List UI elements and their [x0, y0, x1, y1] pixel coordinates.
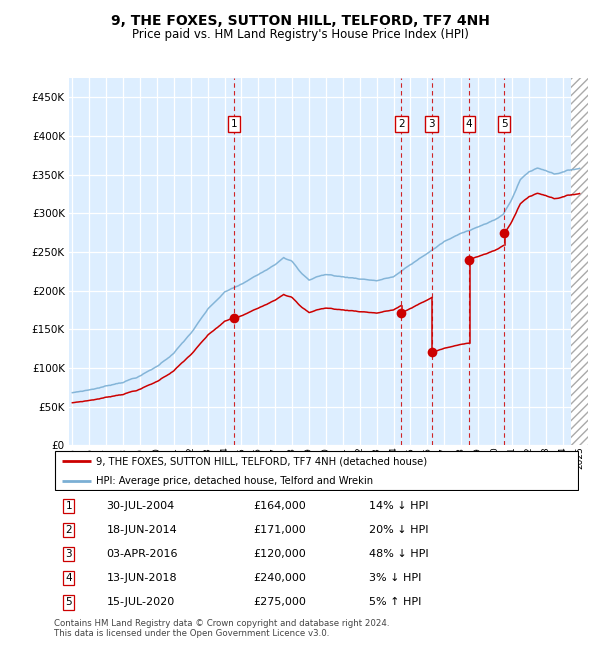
Text: 4: 4: [466, 120, 472, 129]
Text: £240,000: £240,000: [254, 573, 307, 583]
Text: 4: 4: [65, 573, 72, 583]
Text: £171,000: £171,000: [254, 525, 306, 535]
Text: This data is licensed under the Open Government Licence v3.0.: This data is licensed under the Open Gov…: [54, 629, 329, 638]
Polygon shape: [571, 78, 588, 445]
Text: £275,000: £275,000: [254, 597, 307, 607]
Text: 48% ↓ HPI: 48% ↓ HPI: [369, 549, 428, 559]
Text: 5: 5: [501, 120, 508, 129]
Text: 1: 1: [65, 501, 72, 511]
Text: 15-JUL-2020: 15-JUL-2020: [107, 597, 175, 607]
Text: 13-JUN-2018: 13-JUN-2018: [107, 573, 177, 583]
Text: 30-JUL-2004: 30-JUL-2004: [107, 501, 175, 511]
Text: 2: 2: [398, 120, 404, 129]
Text: 1: 1: [231, 120, 238, 129]
Text: 9, THE FOXES, SUTTON HILL, TELFORD, TF7 4NH: 9, THE FOXES, SUTTON HILL, TELFORD, TF7 …: [110, 14, 490, 29]
Text: 18-JUN-2014: 18-JUN-2014: [107, 525, 177, 535]
Text: £120,000: £120,000: [254, 549, 306, 559]
Text: 3% ↓ HPI: 3% ↓ HPI: [369, 573, 421, 583]
Text: Price paid vs. HM Land Registry's House Price Index (HPI): Price paid vs. HM Land Registry's House …: [131, 28, 469, 41]
Text: 5: 5: [65, 597, 72, 607]
Text: 03-APR-2016: 03-APR-2016: [107, 549, 178, 559]
Text: 9, THE FOXES, SUTTON HILL, TELFORD, TF7 4NH (detached house): 9, THE FOXES, SUTTON HILL, TELFORD, TF7 …: [96, 456, 427, 466]
FancyBboxPatch shape: [55, 451, 578, 490]
Text: 5% ↑ HPI: 5% ↑ HPI: [369, 597, 421, 607]
Text: 14% ↓ HPI: 14% ↓ HPI: [369, 501, 428, 511]
Text: Contains HM Land Registry data © Crown copyright and database right 2024.: Contains HM Land Registry data © Crown c…: [54, 619, 389, 628]
Text: HPI: Average price, detached house, Telford and Wrekin: HPI: Average price, detached house, Telf…: [96, 476, 373, 486]
Text: 2: 2: [65, 525, 72, 535]
Text: 3: 3: [428, 120, 435, 129]
Text: 20% ↓ HPI: 20% ↓ HPI: [369, 525, 428, 535]
Text: £164,000: £164,000: [254, 501, 306, 511]
Text: 3: 3: [65, 549, 72, 559]
